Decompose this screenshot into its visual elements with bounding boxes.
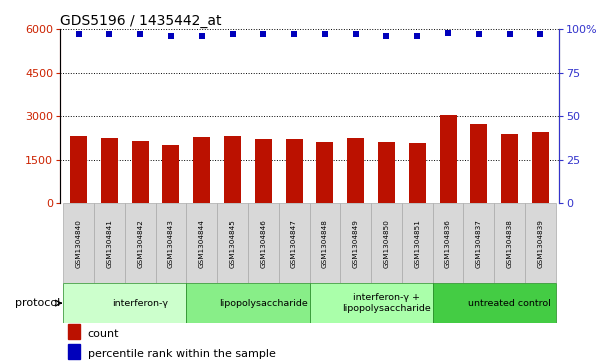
Bar [224,136,241,203]
Bar [63,203,94,283]
Bar [471,124,487,203]
Bar [371,203,402,283]
Point [351,31,361,37]
Point [166,33,175,39]
Point [74,31,84,37]
Bar [525,203,556,283]
Point [444,30,453,36]
Text: interferon-γ +
lipopolysaccharide: interferon-γ + lipopolysaccharide [342,293,431,313]
Bar [402,203,433,283]
Text: GSM1304849: GSM1304849 [353,219,359,268]
Bar [94,203,125,283]
Point [382,33,391,39]
Point [535,31,545,37]
Bar [532,132,549,203]
Bar [439,115,457,203]
Point [505,31,514,37]
Bar [125,203,156,283]
Text: GSM1304842: GSM1304842 [137,219,143,268]
Bar [378,142,395,203]
Point [197,33,207,39]
Bar [156,203,186,283]
Point [228,31,237,37]
Bar [194,137,210,203]
Bar [70,136,87,203]
Point [320,31,330,37]
Bar [186,203,217,283]
Point [412,33,422,39]
Bar [433,203,463,283]
Bar [279,203,310,283]
Bar [255,139,272,203]
Text: untreated control: untreated control [468,299,551,307]
Text: GSM1304846: GSM1304846 [260,219,266,268]
Bar [409,143,426,203]
Text: GSM1304848: GSM1304848 [322,219,328,268]
Bar [310,283,433,323]
Bar [248,203,279,283]
Bar [317,142,334,203]
Bar [340,203,371,283]
Text: GSM1304839: GSM1304839 [537,219,543,268]
Text: GSM1304836: GSM1304836 [445,219,451,268]
Text: GSM1304850: GSM1304850 [383,219,389,268]
Text: GSM1304838: GSM1304838 [507,219,513,268]
Text: GSM1304845: GSM1304845 [230,219,236,268]
Bar [132,140,148,203]
Point [258,31,268,37]
Text: GSM1304837: GSM1304837 [476,219,482,268]
Point [135,31,145,37]
Text: GSM1304840: GSM1304840 [76,219,82,268]
Text: GDS5196 / 1435442_at: GDS5196 / 1435442_at [60,14,222,28]
Bar [347,138,364,203]
Text: GSM1304847: GSM1304847 [291,219,297,268]
Bar [494,203,525,283]
Point [474,31,484,37]
Point [289,31,299,37]
Bar [501,134,518,203]
Bar [101,138,118,203]
Text: protocol: protocol [16,298,61,308]
Bar [63,283,186,323]
Text: lipopolysaccharide: lipopolysaccharide [219,299,308,307]
Bar [310,203,340,283]
Text: GSM1304851: GSM1304851 [414,219,420,268]
Text: count: count [88,329,119,339]
Bar [67,324,80,339]
Bar [162,145,180,203]
Bar [433,283,556,323]
Text: percentile rank within the sample: percentile rank within the sample [88,349,275,359]
Bar [67,344,80,359]
Text: GSM1304843: GSM1304843 [168,219,174,268]
Text: interferon-γ: interferon-γ [112,299,168,307]
Bar [186,283,310,323]
Bar [463,203,494,283]
Bar [217,203,248,283]
Bar [285,139,302,203]
Point [105,31,114,37]
Text: GSM1304841: GSM1304841 [106,219,112,268]
Text: GSM1304844: GSM1304844 [199,219,205,268]
